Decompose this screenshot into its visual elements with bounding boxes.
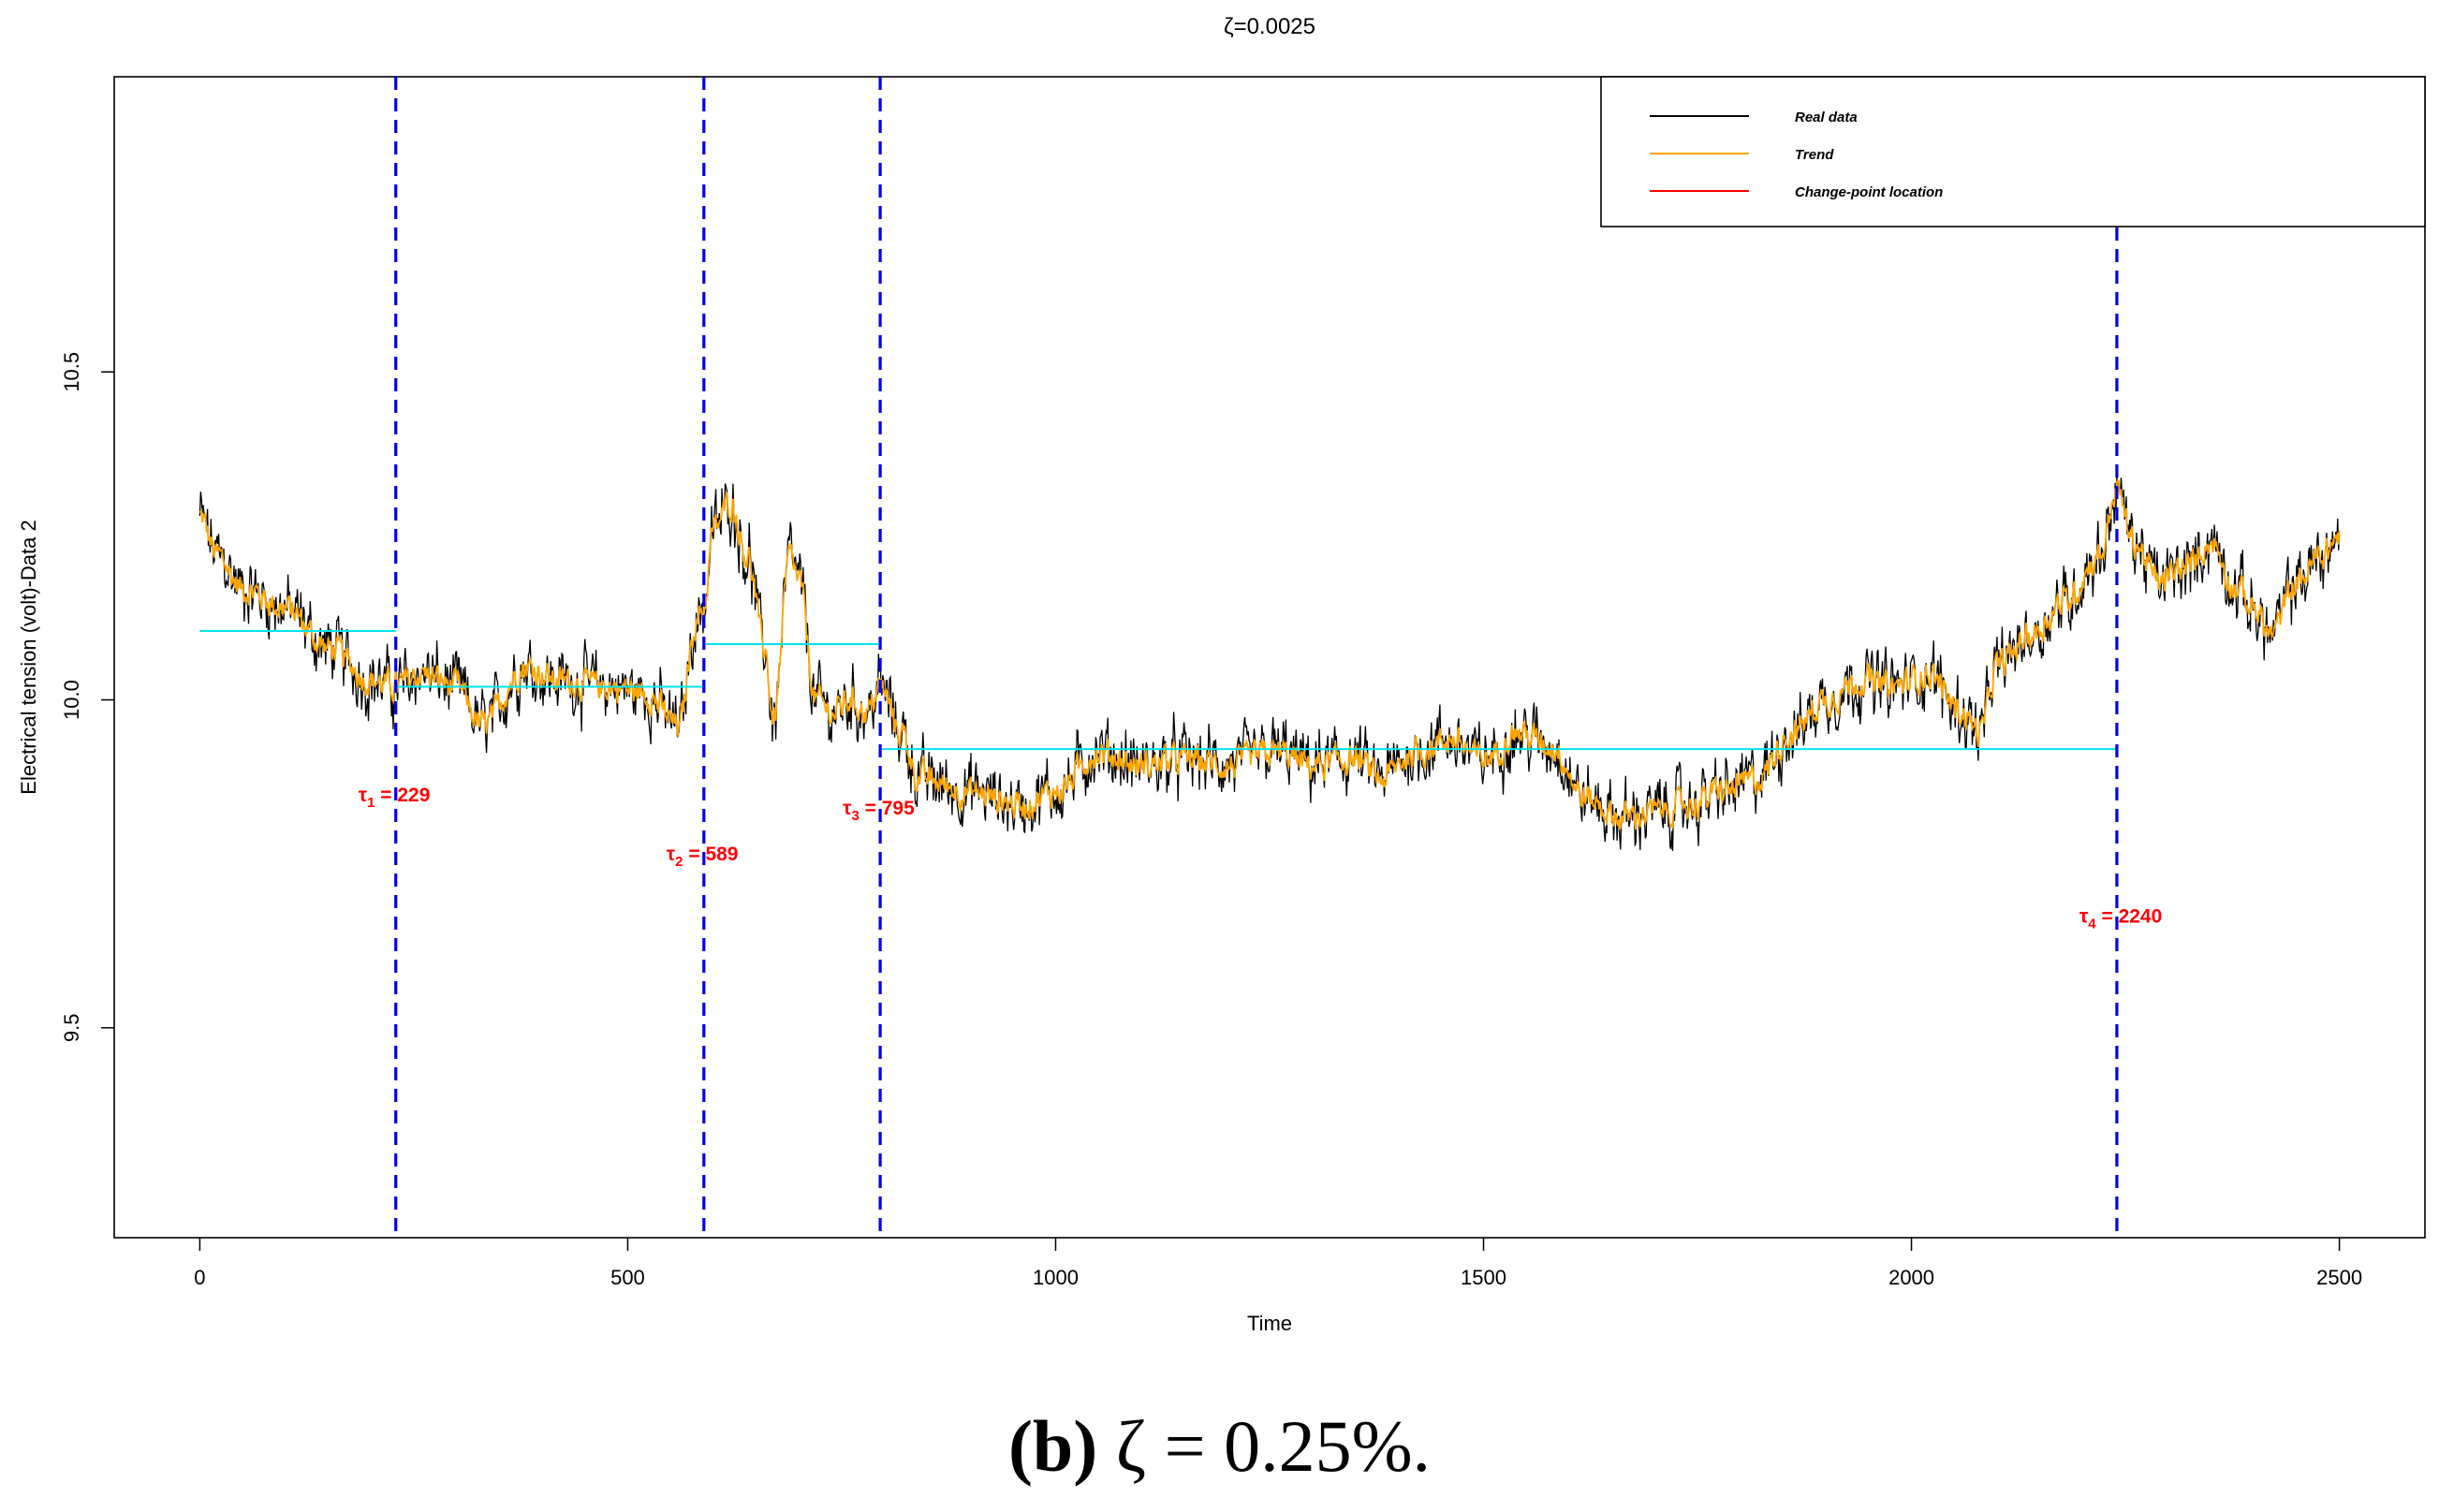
x-tick-label: 1500 [1461, 1266, 1506, 1289]
x-axis-label: Time [1247, 1312, 1292, 1335]
caption-label: (b) [1007, 1405, 1098, 1487]
legend-label: Change-point location [1795, 184, 1943, 200]
chart-title: ζ=0.0025 [1224, 14, 1315, 39]
y-axis-label: Electrical tension (volt)-Data 2 [17, 520, 40, 794]
change-point-label: τ2 = 589 [667, 844, 739, 870]
figure-caption: (b) ζ = 0.25%. [0, 1404, 2439, 1489]
legend-label: Real data [1795, 110, 1858, 125]
x-tick-label: 0 [194, 1266, 205, 1289]
caption-text: ζ = 0.25%. [1115, 1405, 1432, 1487]
x-tick-label: 2500 [2316, 1266, 2362, 1289]
x-tick-label: 2000 [1888, 1266, 1934, 1289]
real-data-line [198, 475, 2341, 851]
plot-frame [113, 76, 2426, 1239]
change-point-label: τ1 = 229 [359, 785, 431, 811]
x-tick-label: 500 [610, 1266, 645, 1289]
y-tick-label: 9.5 [60, 1014, 83, 1043]
y-tick-label: 10.0 [60, 680, 83, 720]
plot-area: 0 500 1000 1500 2000 2500 9.5 10.0 10.5 τ1 = 229 τ… [60, 76, 2426, 1289]
trend-line [198, 478, 2341, 830]
change-point-label: τ4 = 2240 [2079, 906, 2162, 932]
y-tick-label: 10.5 [60, 352, 83, 392]
chart: ζ=0.0025 0 500 1000 1500 2000 2500 9.5 10.0 10.5… [17, 14, 2426, 1335]
legend-label: Trend [1795, 147, 1834, 163]
change-point-label: τ3 = 795 [843, 798, 915, 824]
legend-box [1600, 76, 2426, 228]
legend: Real data Trend Change-point location [1600, 76, 2426, 228]
x-tick-label: 1000 [1033, 1266, 1079, 1289]
